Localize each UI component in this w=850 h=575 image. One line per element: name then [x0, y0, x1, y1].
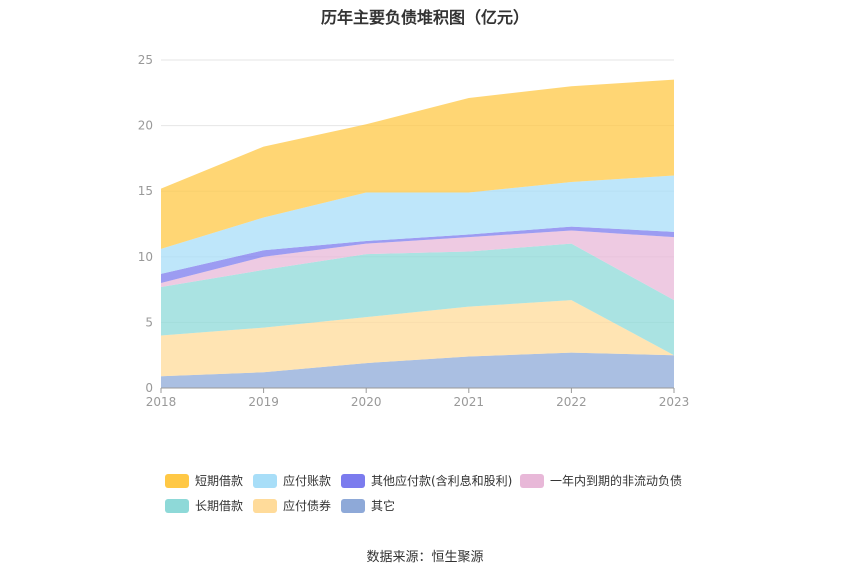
legend-item[interactable]: 一年内到期的非流动负债	[520, 472, 682, 489]
legend-label: 长期借款	[195, 499, 244, 513]
x-tick-label: 2023	[659, 395, 690, 409]
area-series-0	[161, 352, 674, 388]
area-series-2	[161, 243, 674, 356]
x-tick-label: 2019	[248, 395, 279, 409]
legend-label: 短期借款	[195, 474, 244, 488]
legend-swatch	[341, 473, 365, 488]
legend-label: 其它	[371, 499, 396, 513]
legend-swatch	[253, 473, 277, 488]
legend-label: 应付债券	[283, 499, 332, 513]
legend-label: 一年内到期的非流动负债	[550, 474, 683, 488]
legend-item[interactable]: 应付账款	[253, 472, 331, 489]
legend-swatch	[253, 498, 277, 513]
area-series-1	[161, 300, 674, 377]
y-tick-label: 5	[145, 315, 153, 329]
legend-label: 其他应付款(含利息和股利)	[371, 474, 513, 488]
legend-swatch	[520, 473, 544, 488]
legend-item[interactable]: 应付债券	[253, 497, 331, 514]
chart-title: 历年主要负债堆积图（亿元）	[320, 8, 529, 27]
y-tick-label: 15	[138, 184, 153, 198]
x-tick-label: 2020	[351, 395, 382, 409]
legend-item[interactable]: 长期借款	[165, 497, 243, 514]
x-tick-label: 2018	[146, 395, 177, 409]
y-tick-label: 0	[145, 381, 153, 395]
y-tick-label: 20	[138, 119, 153, 133]
legend-swatch	[341, 498, 365, 513]
data-source: 数据来源：恒生聚源	[366, 550, 484, 565]
legend-label: 应付账款	[283, 474, 332, 488]
legend-item[interactable]: 其它	[341, 497, 395, 514]
x-tick-label: 2021	[454, 395, 485, 409]
area-series-5	[161, 175, 674, 274]
y-tick-label: 10	[138, 250, 153, 264]
area-series-6	[161, 79, 674, 249]
legend-swatch	[165, 498, 189, 513]
legend-item[interactable]: 其他应付款(含利息和股利)	[341, 472, 512, 489]
y-tick-label: 25	[138, 53, 153, 67]
area-series-4	[161, 226, 674, 284]
area-series-3	[161, 230, 674, 301]
x-tick-label: 2022	[556, 395, 587, 409]
legend-swatch	[165, 473, 189, 488]
legend-item[interactable]: 短期借款	[165, 472, 243, 489]
